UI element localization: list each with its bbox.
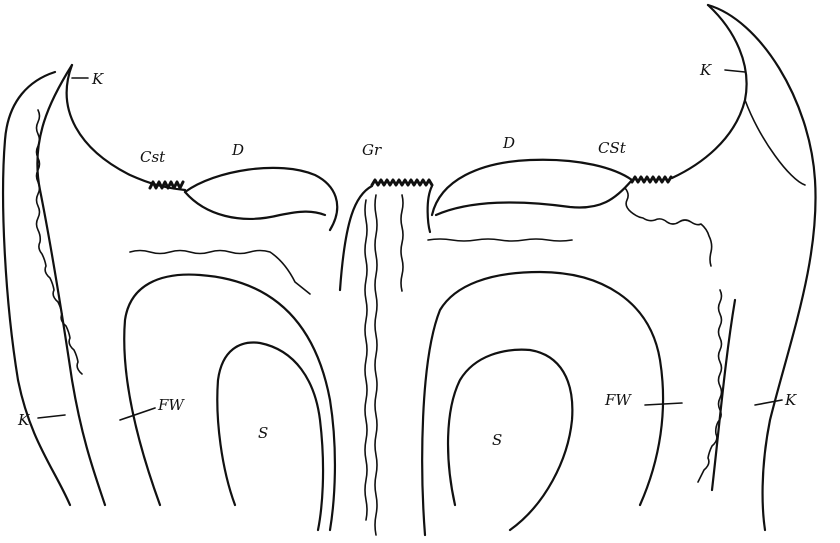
label-fw-right: FW (604, 391, 632, 409)
left-cst-fringe (148, 180, 185, 190)
right-cst-lower-fringe (624, 187, 713, 267)
central-septum-left (364, 199, 368, 521)
label-s-right: S (492, 431, 502, 449)
left-roof-curve (65, 63, 187, 192)
right-roof-curve (670, 3, 748, 180)
right-d-chamber-bottom (434, 178, 634, 217)
central-groove-fringe (370, 178, 434, 187)
right-inner-wall (710, 298, 737, 492)
label-k-bottom-right: K (784, 391, 797, 409)
leader-fw-right (644, 402, 683, 406)
central-groove-left-edge (338, 184, 374, 292)
left-s-body (216, 341, 325, 532)
label-d-right: D (502, 134, 515, 152)
label-s-left: S (258, 424, 268, 442)
label-fw-left: FW (157, 396, 185, 414)
label-cst-left: Cst (140, 148, 166, 166)
label-cst-right: CSt (598, 139, 627, 157)
right-outer-wall (706, 3, 817, 532)
label-gr: Gr (362, 141, 382, 159)
leader-k-top-right (724, 69, 746, 73)
left-cross-lamina (129, 249, 311, 295)
right-s-body (446, 348, 574, 532)
right-cst-fringe (630, 175, 673, 184)
left-outer-wall-inner (36, 63, 107, 507)
label-k-bottom-left: K (17, 411, 30, 429)
label-k-top-left: K (91, 70, 104, 88)
label-d-left: D (231, 141, 244, 159)
left-wavy-layer (35, 109, 83, 375)
right-wavy-layer (697, 289, 723, 483)
central-groove-right-edge (426, 184, 434, 234)
left-d-chamber-top (183, 166, 339, 232)
central-septum-mid (374, 194, 378, 536)
right-d-chamber-top (430, 158, 634, 217)
left-fw-outer-arch (123, 273, 337, 532)
leader-k-bottom-left (37, 414, 66, 419)
label-k-top-right: K (699, 61, 712, 79)
right-fw-outer-arch (421, 270, 665, 537)
right-cross-lamina (427, 238, 573, 242)
left-d-chamber-bottom (183, 190, 327, 220)
leader-k-bottom-right (754, 399, 783, 406)
leader-fw-left (119, 407, 156, 421)
right-outer-wall-ridge (744, 99, 806, 186)
central-septum-right (400, 194, 404, 292)
left-outer-wall (1, 70, 72, 507)
